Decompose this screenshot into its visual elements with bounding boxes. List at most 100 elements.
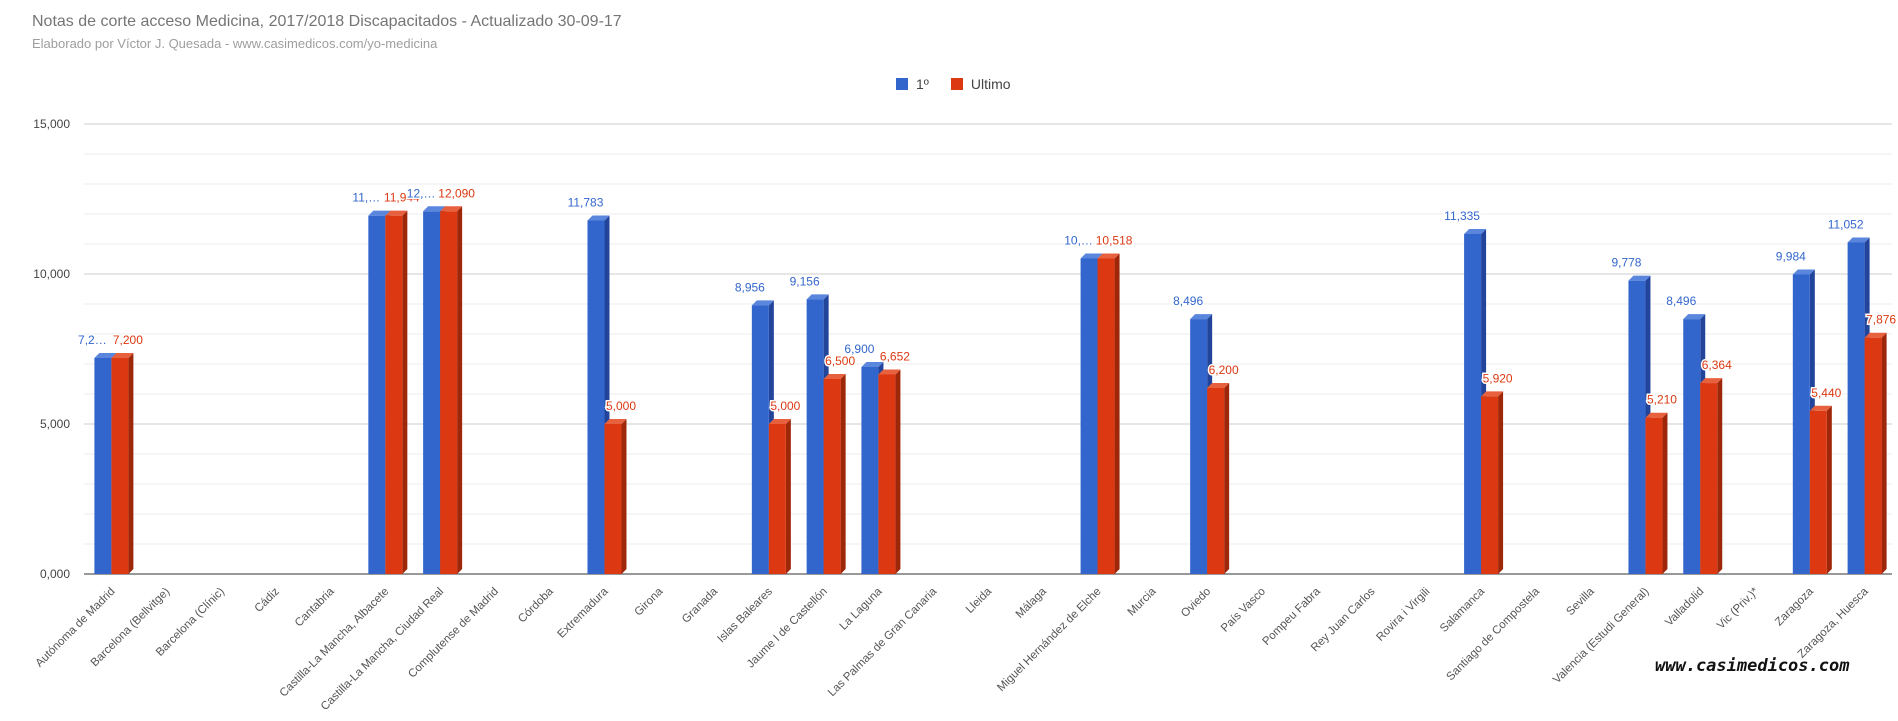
bar-front bbox=[768, 424, 786, 574]
bar-front bbox=[878, 374, 896, 574]
bar-top bbox=[806, 294, 829, 300]
bar-side bbox=[1114, 253, 1120, 574]
bar-front bbox=[1207, 388, 1225, 574]
bar-top bbox=[1464, 228, 1487, 234]
bar-top bbox=[604, 419, 627, 424]
x-tick-label: Islas Baleares bbox=[715, 585, 775, 645]
data-label-series-2: 6,500 bbox=[825, 354, 855, 368]
data-label-series-2: 6,652 bbox=[880, 349, 910, 363]
bar-side bbox=[457, 206, 463, 575]
bar-front bbox=[94, 358, 112, 574]
data-label-series-1: 10,… bbox=[1064, 233, 1093, 247]
x-tick-label: Rovira i Virgili bbox=[1374, 586, 1432, 644]
bar-front bbox=[1097, 258, 1115, 574]
bar-side bbox=[1662, 412, 1668, 574]
bar-front bbox=[1080, 258, 1098, 574]
bar-front bbox=[423, 211, 441, 575]
x-tick-label: Salamanca bbox=[1438, 585, 1488, 635]
bar-front bbox=[1792, 274, 1810, 574]
bar-series-2[interactable] bbox=[1207, 383, 1230, 574]
bar-top bbox=[1645, 412, 1668, 418]
data-label-series-2: 5,210 bbox=[1647, 393, 1677, 407]
bar-side bbox=[128, 353, 134, 574]
legend-label-series-2: Ultimo bbox=[970, 76, 1011, 92]
bar-top bbox=[587, 215, 610, 221]
data-label-series-2: 10,518 bbox=[1096, 233, 1133, 247]
bar-series-2[interactable] bbox=[1645, 412, 1668, 574]
bar-front bbox=[1683, 319, 1701, 574]
bar-front bbox=[368, 215, 386, 574]
x-tick-label: Granada bbox=[680, 585, 721, 626]
data-label-series-1: 11,783 bbox=[568, 196, 604, 210]
y-tick-label: 0,000 bbox=[40, 567, 70, 581]
data-label-series-1: 11,… bbox=[352, 191, 380, 205]
data-label-series-2: 5,000 bbox=[606, 399, 636, 413]
legend-item-series-1[interactable]: 1º bbox=[896, 76, 929, 92]
bar-side bbox=[1224, 383, 1230, 574]
x-tick-label: Vic (Priv.)* bbox=[1715, 585, 1762, 632]
bar-top bbox=[111, 353, 134, 358]
x-tick-label: País Vasco bbox=[1219, 586, 1268, 635]
legend-swatch-series-1 bbox=[896, 78, 908, 90]
bar-top bbox=[1628, 275, 1651, 281]
bar-top bbox=[423, 206, 446, 212]
bar-series-2[interactable] bbox=[1481, 391, 1504, 574]
bar-front bbox=[1809, 410, 1827, 574]
bar-top bbox=[1683, 314, 1706, 320]
bar-side bbox=[402, 210, 408, 574]
y-tick-label: 5,000 bbox=[40, 417, 70, 431]
bar-front bbox=[604, 424, 622, 574]
bar-top bbox=[368, 210, 391, 216]
x-tick-label: Girona bbox=[632, 585, 665, 618]
data-label-series-1: 11,052 bbox=[1828, 217, 1864, 231]
x-tick-label: Málaga bbox=[1014, 585, 1050, 621]
data-label-series-2: 5,440 bbox=[1811, 386, 1841, 400]
bar-series-2[interactable] bbox=[823, 374, 846, 574]
data-label-series-2: 5,920 bbox=[1483, 371, 1513, 385]
bar-side bbox=[1826, 405, 1832, 574]
chart-subtitle: Elaborado por Víctor J. Quesada - www.ca… bbox=[32, 36, 438, 51]
bar-series-2[interactable] bbox=[1864, 332, 1887, 574]
bar-top bbox=[861, 362, 884, 367]
bar-front bbox=[1190, 319, 1208, 574]
y-tick-label: 10,000 bbox=[33, 267, 70, 281]
bar-series-2[interactable] bbox=[1700, 378, 1723, 574]
bar-front bbox=[1700, 383, 1718, 574]
x-tick-label: Córdoba bbox=[516, 585, 556, 625]
chart-title: Notas de corte acceso Medicina, 2017/201… bbox=[32, 13, 622, 30]
bar-front bbox=[1847, 242, 1865, 574]
x-tick-label: Complutense de Madrid bbox=[406, 586, 501, 681]
data-label-series-1: 7,2… bbox=[78, 333, 107, 347]
bar-series-2[interactable] bbox=[604, 419, 627, 574]
bar-series-2[interactable] bbox=[768, 419, 791, 574]
bar-series-2[interactable] bbox=[440, 206, 463, 575]
bar-top bbox=[1792, 269, 1815, 275]
bar-series-2[interactable] bbox=[1097, 253, 1120, 574]
data-label-series-1: 8,496 bbox=[1666, 294, 1696, 308]
bar-series-2[interactable] bbox=[385, 210, 408, 574]
bar-top bbox=[1864, 332, 1887, 338]
bar-series-2[interactable] bbox=[1809, 405, 1832, 574]
legend-item-series-2[interactable]: Ultimo bbox=[950, 76, 1011, 92]
bar-top bbox=[1481, 391, 1504, 397]
data-label-series-2: 6,200 bbox=[1209, 363, 1239, 377]
bar-front bbox=[1645, 417, 1663, 574]
x-tick-label: Las Palmas de Gran Canaria bbox=[826, 585, 940, 699]
bar-top bbox=[1809, 405, 1832, 411]
bar-front bbox=[1628, 280, 1646, 574]
bar-top bbox=[768, 419, 791, 424]
data-label-series-1: 6,900 bbox=[844, 342, 874, 356]
data-label-series-2: 11,944 bbox=[384, 191, 420, 205]
bar-top bbox=[1847, 237, 1870, 243]
bar-side bbox=[1498, 391, 1504, 574]
bar-top bbox=[823, 374, 846, 379]
chart-legend: 1º Ultimo bbox=[896, 76, 1011, 92]
bar-front bbox=[806, 299, 824, 574]
legend-label-series-1: 1º bbox=[916, 76, 929, 92]
bar-series-2[interactable] bbox=[878, 369, 901, 574]
data-label-series-1: 12,… bbox=[407, 186, 436, 200]
x-tick-label: Castilla-La Mancha, Albacete bbox=[278, 586, 392, 700]
x-tick-label: Santiago de Compostela bbox=[1444, 585, 1542, 683]
bar-top bbox=[1207, 383, 1230, 388]
bar-series-2[interactable] bbox=[111, 353, 134, 574]
